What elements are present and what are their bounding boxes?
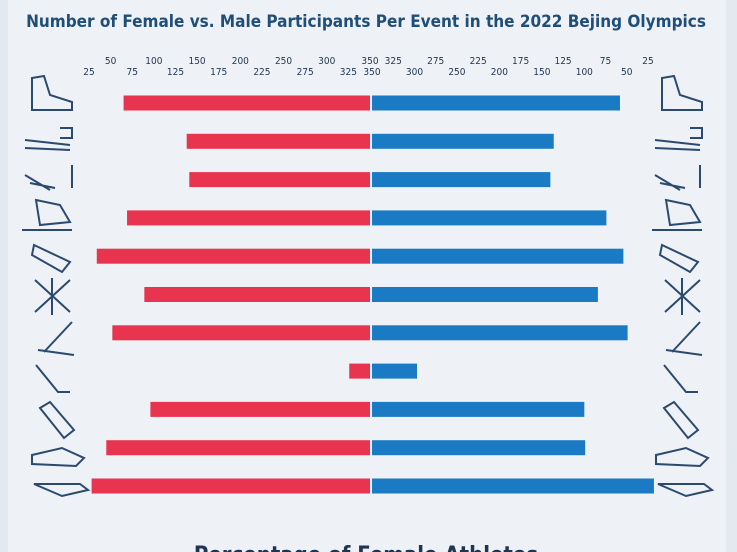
bar — [123, 95, 370, 111]
bar — [372, 287, 598, 302]
boot-icon — [31, 446, 86, 468]
skate-icon — [31, 74, 73, 111]
x-tick-label: 325 — [340, 67, 357, 78]
ski-icon — [34, 278, 71, 315]
bar — [189, 172, 370, 188]
x-tick-label: 250 — [275, 56, 292, 67]
sled-icon — [657, 483, 715, 498]
x-tick-label: 25 — [83, 67, 94, 78]
x-tick-label: 275 — [297, 67, 314, 78]
x2-tick-label: 50 — [621, 67, 633, 78]
x2-tick-label: 75 — [600, 56, 611, 67]
x-tick-label: 125 — [167, 67, 184, 78]
x-tick-label: 175 — [210, 67, 227, 78]
x-tick-label: 50 — [105, 56, 117, 67]
luge-icon — [30, 243, 72, 274]
sled-icon — [33, 483, 91, 498]
speed-skate-icon — [652, 198, 702, 231]
x2-tick-label: 350 — [363, 67, 380, 78]
bar — [372, 325, 628, 341]
hockey-icon — [663, 364, 698, 393]
x2-tick-label: 25 — [642, 56, 653, 67]
x2-tick-label: 125 — [554, 56, 571, 67]
bar — [127, 210, 370, 226]
bar — [372, 363, 418, 379]
bar — [372, 248, 624, 264]
x-tick-label: 350 — [361, 56, 378, 67]
bar — [372, 95, 620, 111]
x2-tick-label: 200 — [491, 67, 508, 78]
bar — [349, 363, 370, 379]
biathlon-icon — [654, 127, 703, 151]
x-tick-label: 225 — [253, 67, 270, 78]
bar — [106, 440, 371, 456]
ski-icon — [664, 278, 701, 315]
bar — [372, 478, 654, 494]
bar — [372, 133, 554, 149]
ski-jump-icon — [654, 165, 701, 191]
snowboard-icon — [38, 400, 76, 440]
luge-icon — [658, 243, 700, 274]
bar — [372, 172, 551, 188]
snowboard-icon — [662, 400, 700, 440]
x2-tick-label: 150 — [533, 67, 550, 78]
ski-jump-icon — [24, 165, 73, 191]
bar — [144, 287, 370, 302]
x2-tick-label: 175 — [512, 56, 529, 67]
x-tick-label: 100 — [145, 56, 162, 67]
boot-icon — [655, 446, 710, 468]
x2-tick-label: 225 — [470, 56, 487, 67]
x2-tick-label: 275 — [427, 56, 444, 67]
bar — [186, 133, 370, 149]
subtitle: Percentage of Female Athletes — [194, 543, 538, 552]
speed-skate-icon — [22, 198, 72, 231]
chart-title: Number of Female vs. Male Participants P… — [26, 12, 706, 32]
skate-icon — [661, 74, 703, 111]
sport-icons — [22, 74, 715, 498]
curling-icon — [37, 321, 75, 356]
panel — [8, 0, 726, 552]
bar — [150, 401, 370, 417]
hockey-icon — [35, 364, 70, 393]
x2-tick-label: 300 — [406, 67, 423, 78]
bar — [96, 248, 370, 264]
bar — [91, 478, 371, 494]
x2-tick-label: 325 — [385, 56, 402, 67]
bar — [112, 325, 371, 341]
x-tick-label: 75 — [127, 67, 138, 78]
biathlon-icon — [24, 127, 73, 151]
bar — [372, 210, 607, 226]
bar — [372, 440, 586, 456]
x2-tick-label: 100 — [576, 67, 593, 78]
x-tick-label: 150 — [188, 56, 205, 67]
curling-icon — [665, 321, 703, 356]
x-tick-label: 300 — [318, 56, 335, 67]
bar — [372, 401, 585, 417]
x-tick-label: 200 — [232, 56, 249, 67]
x2-tick-label: 250 — [448, 67, 465, 78]
